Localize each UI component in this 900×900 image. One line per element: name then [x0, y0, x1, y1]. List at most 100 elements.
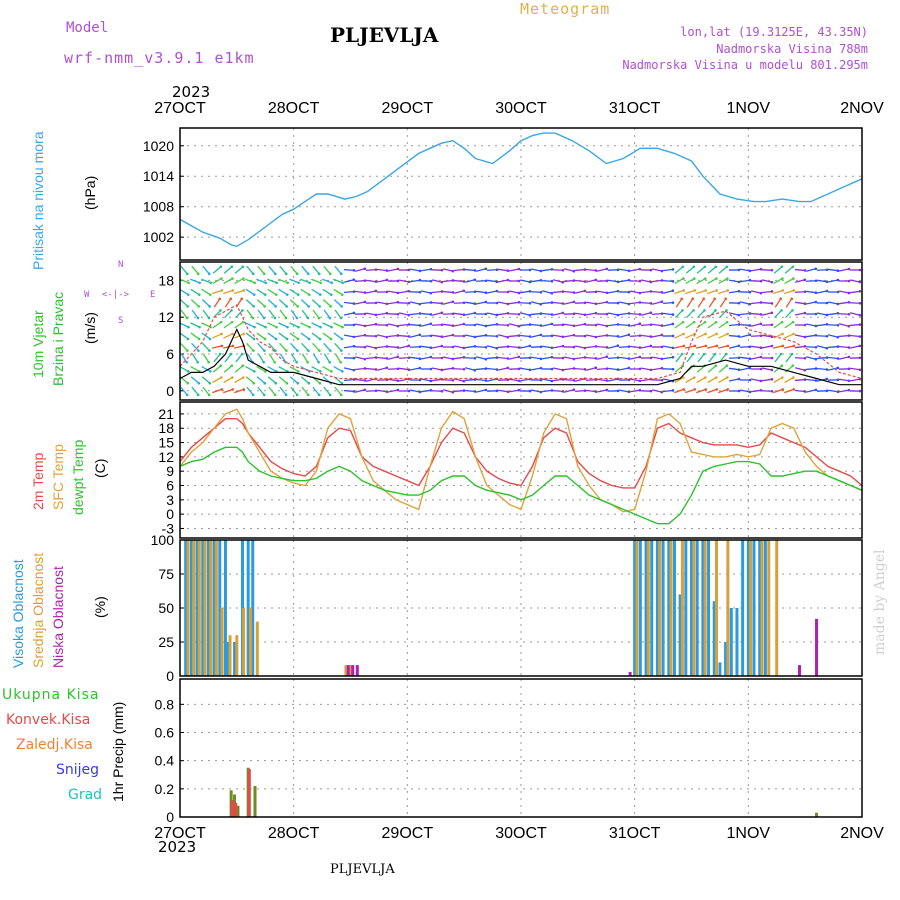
- wind-arrow-head: [240, 352, 244, 356]
- wind-arrow-head: [759, 301, 763, 304]
- wind-arrow: [618, 301, 630, 305]
- wind-arrow-head: [682, 332, 685, 336]
- wind-arrow-head: [847, 379, 851, 383]
- wind-arrow-head: [418, 390, 422, 394]
- bar: [195, 540, 199, 676]
- wind-arrow: [728, 357, 740, 359]
- wind-arrow: [334, 386, 342, 396]
- wind-arrow: [728, 323, 740, 327]
- wind-arrow: [641, 312, 651, 316]
- wind-arrow: [257, 386, 265, 396]
- wind-arrow: [552, 279, 564, 283]
- wind-arrow: [464, 334, 476, 338]
- wind-arrow: [640, 279, 652, 283]
- wind-arrow-head: [273, 316, 277, 320]
- wind-arrow: [718, 365, 728, 373]
- wind-arrow: [597, 356, 607, 360]
- wind-arrow-head: [528, 368, 532, 372]
- bottom-date-label: 29OCT: [382, 825, 434, 842]
- wind-arrow-head: [616, 280, 620, 284]
- wind-arrow: [651, 268, 663, 272]
- wind-arrow-head: [836, 278, 840, 282]
- bar: [209, 540, 213, 676]
- wind-arrow: [750, 312, 762, 316]
- wind-arrow: [838, 301, 850, 305]
- wind-arrow-head: [836, 366, 840, 370]
- wind-arrow-head: [704, 388, 708, 391]
- wind-arrow-head: [692, 265, 696, 269]
- wind-arrow-head: [660, 279, 664, 282]
- wind-arrow-head: [308, 281, 311, 285]
- wind-arrow: [354, 378, 366, 382]
- bar: [186, 540, 190, 676]
- compass-south-label: S: [118, 316, 124, 326]
- wind-arrow: [707, 388, 717, 394]
- wind-arrow-head: [517, 324, 521, 328]
- wind-arrow: [805, 389, 817, 393]
- wind-arrow-head: [451, 279, 455, 282]
- wind-arrow: [464, 345, 476, 349]
- wind-arrow: [354, 334, 366, 338]
- y-tick-label: -3: [162, 520, 175, 536]
- wind-arrow-head: [792, 376, 795, 379]
- wind-arrow-head: [328, 272, 332, 276]
- wind-arrow: [827, 312, 839, 316]
- wind-arrow-head: [517, 379, 521, 383]
- wind-arrow-head: [330, 325, 333, 329]
- wind-arrow: [773, 365, 783, 373]
- wind-arrow: [475, 346, 487, 348]
- wind-arrow-head: [429, 301, 433, 304]
- wind-arrow: [827, 367, 839, 371]
- wind-arrow-head: [616, 268, 620, 272]
- wind-arrow: [409, 323, 421, 327]
- wind-arrow: [827, 389, 839, 393]
- wind-arrow: [774, 309, 782, 319]
- wind-arrow-head: [726, 376, 729, 379]
- wind-arrow: [785, 298, 793, 308]
- wind-arrow-head: [451, 300, 455, 304]
- wind-arrow-head: [374, 289, 378, 293]
- bottom-date-label: 27OCT: [154, 825, 206, 842]
- wind-arrow-head: [517, 346, 521, 349]
- wind-arrow-head: [418, 366, 422, 370]
- wind-arrow-head: [352, 344, 356, 348]
- wind-arrow-head: [329, 305, 332, 308]
- wind-arrow: [213, 353, 221, 363]
- wind-arrow-head: [780, 309, 783, 312]
- wind-arrow-head: [825, 289, 829, 293]
- wind-arrow: [784, 365, 794, 373]
- wind-arrow: [246, 386, 254, 396]
- wind-arrow: [354, 389, 366, 393]
- wind-arrow-head: [451, 378, 455, 382]
- wind-arrow-head: [649, 323, 653, 326]
- wind-arrow: [223, 289, 233, 295]
- wind-arrow-head: [296, 381, 300, 385]
- wind-arrow-head: [572, 357, 576, 361]
- y-tick-label: 0: [166, 668, 174, 684]
- bar: [206, 540, 210, 676]
- precip-legend-snow: Snijeg: [56, 762, 100, 778]
- wind-arrow: [246, 342, 254, 352]
- wind-arrow: [201, 366, 211, 372]
- panel-frame: [179, 127, 863, 261]
- wind-arrow: [212, 278, 222, 284]
- wind-arrow-head: [680, 297, 684, 301]
- wind-arrow-head: [286, 281, 289, 285]
- wind-arrow-head: [627, 290, 631, 294]
- wind-arrow: [663, 290, 673, 294]
- wind-arrow: [773, 388, 783, 394]
- panel-0-marks: [180, 132, 862, 248]
- bar: [746, 540, 750, 676]
- wind-arrow: [596, 346, 608, 348]
- wind-arrow-head: [396, 367, 400, 371]
- wind-arrow-head: [715, 388, 719, 391]
- wind-arrow-head: [660, 390, 664, 394]
- bar: [797, 665, 801, 676]
- wind-arrow-head: [339, 360, 342, 364]
- wind-arrow-head: [473, 335, 477, 339]
- wind-arrow-head: [790, 297, 794, 301]
- wind-arrow-head: [780, 364, 784, 368]
- wind-arrow-head: [681, 320, 685, 324]
- wind-arrow: [739, 356, 751, 360]
- wind-arrow: [838, 389, 850, 393]
